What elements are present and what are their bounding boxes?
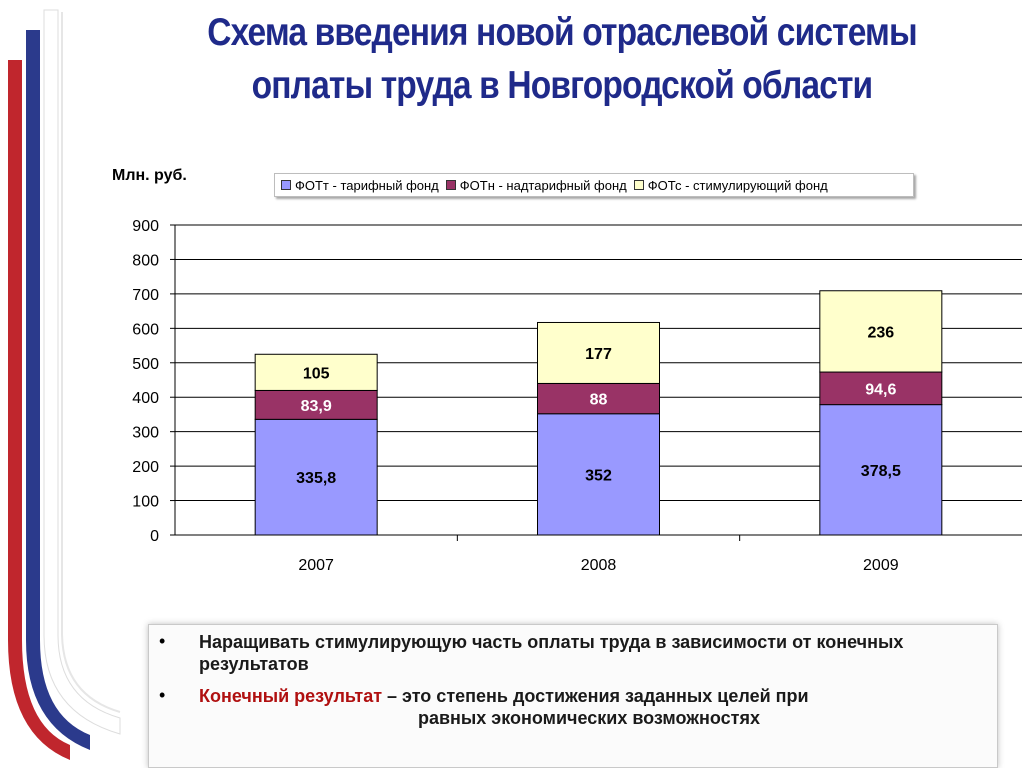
tricolor-ribbon-decoration — [8, 9, 121, 760]
bar-2007-series-1 — [254, 418, 378, 536]
y-tick-label-0: 0 — [150, 528, 159, 545]
data-label-2009-series-2: 94,6 — [865, 381, 896, 398]
unit-label: Млн. руб. — [112, 167, 187, 184]
bar-2007-series-2 — [254, 389, 378, 420]
legend-swatch-fotn — [445, 180, 456, 190]
bullet-text-2-line1: – это степень достижения заданных целей … — [382, 686, 809, 706]
bar-2008-series-1 — [537, 413, 660, 536]
bullet-text-1: Наращивать стимулирующую часть оплаты тр… — [199, 632, 904, 674]
data-label-2007-series-1: 335,8 — [296, 470, 336, 487]
bar-2007-series-3 — [254, 353, 378, 391]
bar-2009-series-2 — [819, 371, 943, 406]
data-label-2008-series-1: 352 — [585, 467, 612, 484]
stacked-bar-chart: 0 100 200 300 400 500 600 700 800 900 335,8 83,9 105… — [132, 218, 1022, 574]
bar-2009-series-1 — [819, 404, 943, 536]
legend-label-fott: ФОТт - тарифный фонд — [295, 177, 439, 193]
legend-item-fotc: ФОТс - стимулирующий фонд — [633, 177, 828, 193]
bar-2008-series-3 — [537, 321, 660, 384]
x-tick-label-2009: 2009 — [863, 557, 899, 574]
data-label-2008-series-3: 177 — [585, 346, 612, 363]
x-tick-label-2007: 2007 — [298, 557, 334, 574]
legend-label-fotc: ФОТс - стимулирующий фонд — [647, 177, 828, 193]
y-tick-label-700: 700 — [132, 287, 159, 304]
legend-item-fotn: ФОТн - надтарифный фонд — [445, 177, 627, 193]
notes-box: • Наращивать стимулирующую часть оплаты … — [148, 624, 998, 768]
legend-item-fott: ФОТт - тарифный фонд — [281, 178, 439, 193]
y-tick-label-900: 900 — [132, 218, 159, 235]
y-tick-label-200: 200 — [132, 459, 159, 476]
bullet-text-2-line2: равных экономических возможностях — [417, 708, 761, 728]
bullet-accent-term: Конечный результат — [199, 686, 383, 706]
bullet-marker-2: • — [159, 685, 166, 705]
chart-legend: ФОТт - тарифный фонд ФОТн - надтарифный … — [274, 173, 914, 197]
bullet-text-2: Конечный результат – это степень достиже… — [199, 685, 979, 707]
y-tick-label-100: 100 — [132, 494, 159, 511]
legend-swatch-fotc — [633, 180, 644, 190]
bar-2008-series-2 — [537, 382, 660, 415]
bullet-marker-1: • — [159, 631, 166, 651]
data-label-2009-series-1: 378,5 — [861, 463, 901, 480]
data-label-2009-series-3: 236 — [867, 324, 894, 341]
legend-swatch-fott — [281, 180, 291, 190]
bar-2009-series-3 — [819, 290, 943, 373]
y-tick-label-600: 600 — [132, 321, 159, 338]
y-tick-label-400: 400 — [132, 390, 159, 407]
page-title: Схема введения новой отраслевой системы … — [175, 6, 949, 112]
y-tick-label-300: 300 — [132, 425, 159, 442]
title-line-2: оплаты труда в Новгородской области — [251, 64, 874, 107]
data-label-2008-series-2: 88 — [590, 392, 608, 409]
x-tick-label-2008: 2008 — [581, 557, 617, 574]
data-label-2007-series-3: 105 — [303, 365, 330, 382]
y-tick-label-800: 800 — [132, 252, 159, 269]
y-tick-label-500: 500 — [132, 356, 159, 373]
title-line-1: Схема введения новой отраслевой системы — [207, 11, 917, 54]
legend-label-fotn: ФОТн - надтарифный фонд — [459, 177, 627, 193]
data-label-2007-series-2: 83,9 — [301, 398, 332, 415]
